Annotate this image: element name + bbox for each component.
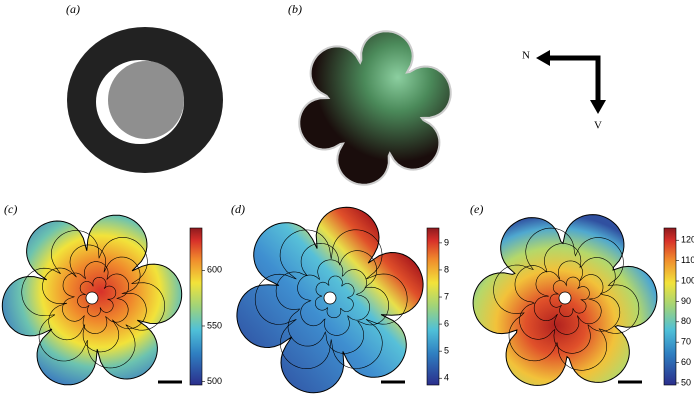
colorbar-tick-label: 70 <box>681 337 691 347</box>
colorbar-tick-label: 90 <box>681 296 691 306</box>
panel-label: (e) <box>470 202 483 216</box>
colorbar-tick-label: 9 <box>444 237 449 247</box>
optic-disc <box>323 291 337 305</box>
contour-line <box>275 242 390 354</box>
colorbar <box>189 227 203 386</box>
contour-line <box>533 260 604 335</box>
colorbar-tick-label: 600 <box>207 265 222 275</box>
arrow-head <box>590 100 606 114</box>
colorbar-tick-label: 80 <box>681 316 691 326</box>
contour-line <box>315 275 355 319</box>
optic-disc <box>558 291 572 305</box>
colorbar-tick-label: 5 <box>444 346 449 356</box>
contour-line <box>21 230 166 369</box>
colorbar <box>663 227 677 386</box>
panel-label: (c) <box>4 202 17 216</box>
colorbar-tick-label: 500 <box>207 376 222 386</box>
colorbar-tick-label: 4 <box>444 373 449 383</box>
artwork <box>1 27 658 394</box>
contour-line <box>549 276 590 317</box>
colorbar-tick-label: 50 <box>681 377 691 387</box>
contour-line <box>42 244 147 353</box>
compass-arrows <box>548 55 601 102</box>
contour-line <box>62 261 129 334</box>
panel-label: (a) <box>66 2 80 16</box>
colorbar-tick-label: 110 <box>681 255 694 265</box>
panel-label: (d) <box>231 202 245 216</box>
arrow-head <box>536 50 550 66</box>
colorbar <box>426 227 440 386</box>
colorbar-tick-label: 8 <box>444 264 449 274</box>
contour-line <box>493 227 640 371</box>
optic-disc <box>85 291 99 305</box>
colorbar-tick-label: 100 <box>681 275 694 285</box>
contour-line <box>514 243 621 354</box>
colorbar-tick-label: 60 <box>681 357 691 367</box>
contour-line <box>77 276 117 317</box>
compass-ventral: V <box>594 120 602 132</box>
colorbar-tick-label: 120 <box>681 235 694 245</box>
colorbar-tick-label: 550 <box>207 320 222 330</box>
contour-line <box>254 229 408 369</box>
colorbar-tick-label: 6 <box>444 318 449 328</box>
eye-lens <box>108 61 184 139</box>
colorbar-tick-label: 7 <box>444 291 449 301</box>
retina-photo <box>298 30 452 186</box>
panel-label: (b) <box>288 2 302 16</box>
compass-north: N <box>522 50 530 62</box>
contour-line <box>297 259 370 336</box>
